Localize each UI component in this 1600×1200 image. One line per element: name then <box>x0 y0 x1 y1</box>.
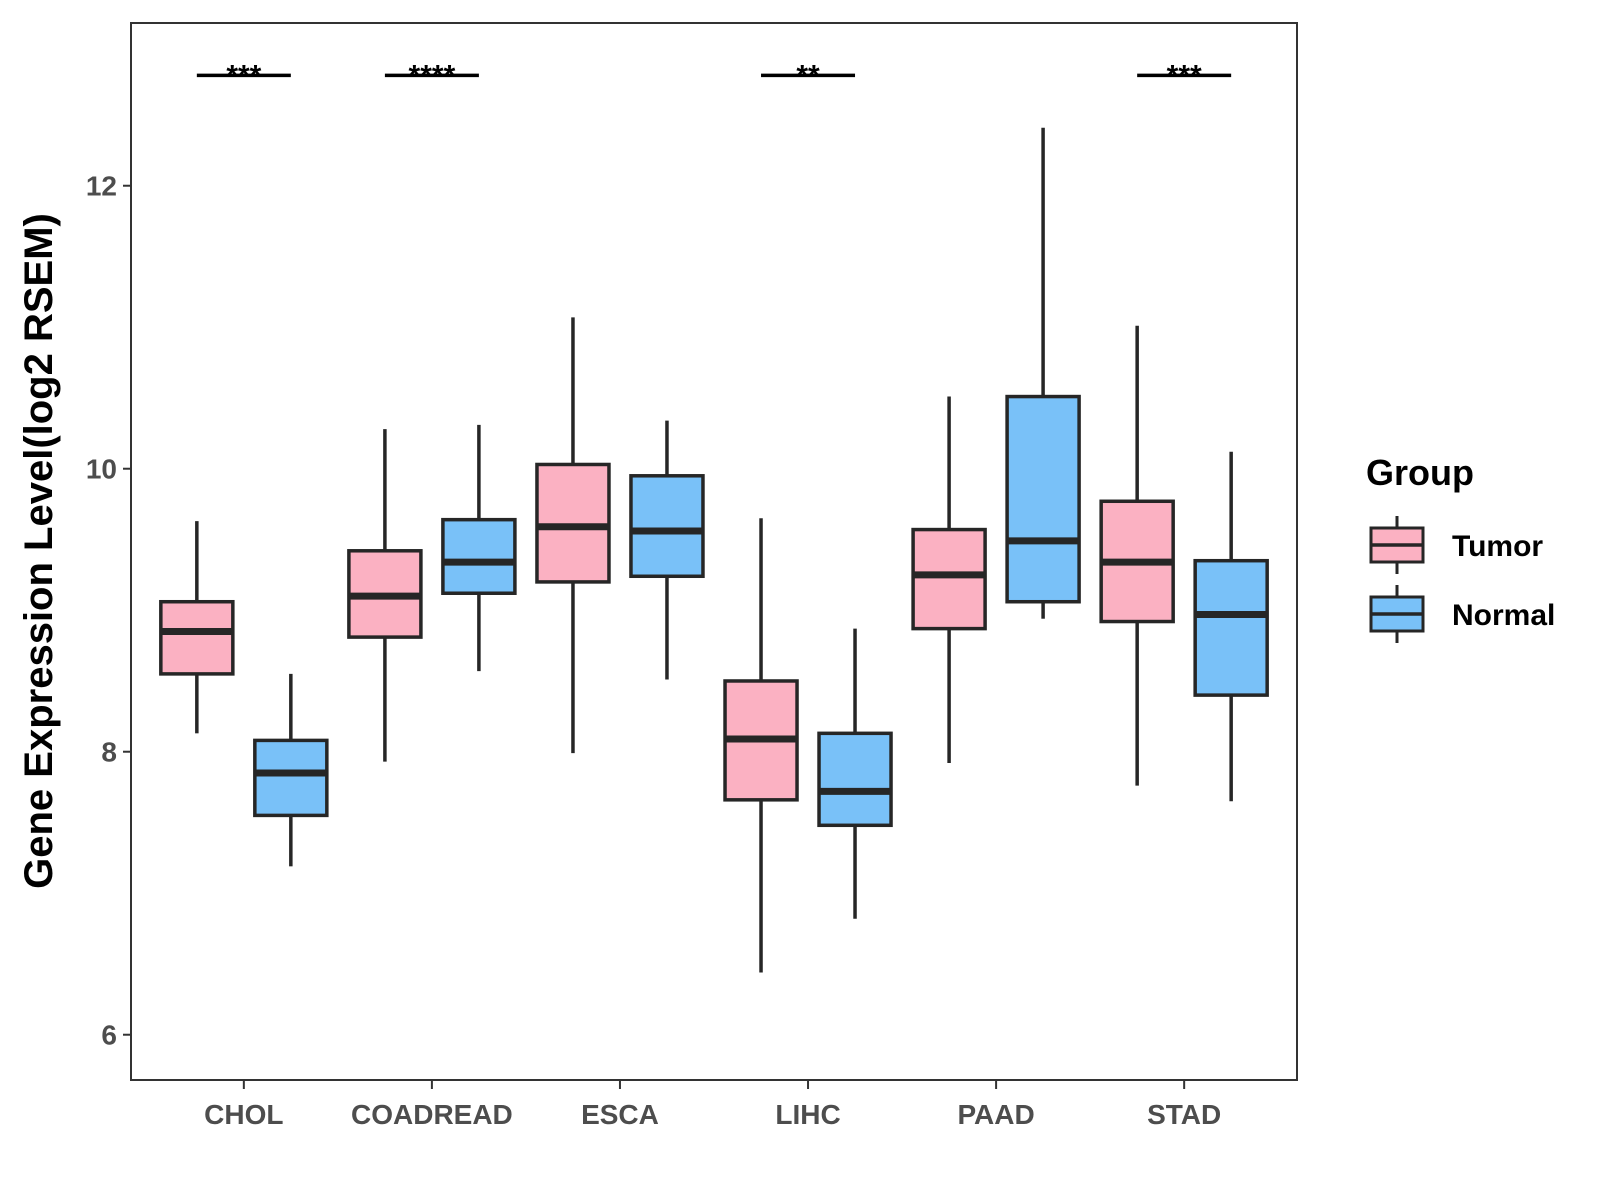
boxes-layer <box>159 127 1269 973</box>
y-tick-label: 12 <box>86 171 117 202</box>
box-iqr <box>535 462 611 584</box>
box-normal-stad <box>1193 451 1269 802</box>
significance-layer: *** **** ** *** <box>196 59 1232 92</box>
significance-coadread: **** <box>384 59 479 92</box>
plot-panel-border <box>130 22 1298 1081</box>
x-axis: CHOL COADREAD ESCA LIHC PAAD STAD <box>204 1080 1221 1130</box>
significance-label: *** <box>226 59 261 92</box>
y-axis-title: Gene Expression Level(log2 RSEM) <box>17 213 61 889</box>
significance-chol: *** <box>196 59 291 92</box>
significance-lihc: ** <box>761 59 856 92</box>
y-tick-label: 6 <box>101 1020 117 1051</box>
box-tumor-chol <box>159 521 235 734</box>
x-tick-label: STAD <box>1147 1099 1221 1130</box>
significance-label: *** <box>1167 59 1202 92</box>
legend: Group Tumor Normal <box>1366 452 1555 643</box>
box-iqr <box>817 731 893 828</box>
legend-item-tumor: Tumor <box>1369 516 1543 574</box>
significance-stad: *** <box>1137 59 1232 92</box>
legend-item-normal: Normal <box>1369 585 1555 643</box>
x-tick-label: ESCA <box>581 1099 659 1130</box>
box-iqr <box>911 527 987 631</box>
box-tumor-stad <box>1099 325 1175 786</box>
significance-label: **** <box>409 59 456 92</box>
box-iqr <box>1193 558 1269 697</box>
x-tick-label: COADREAD <box>351 1099 513 1130</box>
box-tumor-esca <box>535 317 611 754</box>
box-iqr <box>159 599 235 676</box>
x-tick-label: CHOL <box>204 1099 283 1130</box>
box-normal-lihc <box>817 628 893 919</box>
box-normal-coadread <box>441 424 517 672</box>
x-tick-label: LIHC <box>775 1099 840 1130</box>
legend-title: Group <box>1366 452 1474 493</box>
box-iqr <box>1005 394 1081 604</box>
legend-label: Tumor <box>1452 530 1543 563</box>
box-tumor-coadread <box>347 429 423 762</box>
box-tumor-lihc <box>723 518 799 973</box>
box-iqr <box>253 738 329 818</box>
y-tick-label: 8 <box>101 737 117 768</box>
x-tick-label: PAAD <box>957 1099 1034 1130</box>
box-iqr <box>441 517 517 595</box>
box-normal-chol <box>253 673 329 867</box>
legend-label: Normal <box>1452 599 1555 632</box>
box-normal-paad <box>1005 127 1081 619</box>
box-iqr <box>629 474 705 579</box>
box-normal-esca <box>629 420 705 680</box>
y-tick-label: 10 <box>86 454 117 485</box>
box-tumor-paad <box>911 396 987 764</box>
significance-label: ** <box>796 59 820 92</box>
y-axis: 6 8 10 12 <box>86 171 131 1051</box>
